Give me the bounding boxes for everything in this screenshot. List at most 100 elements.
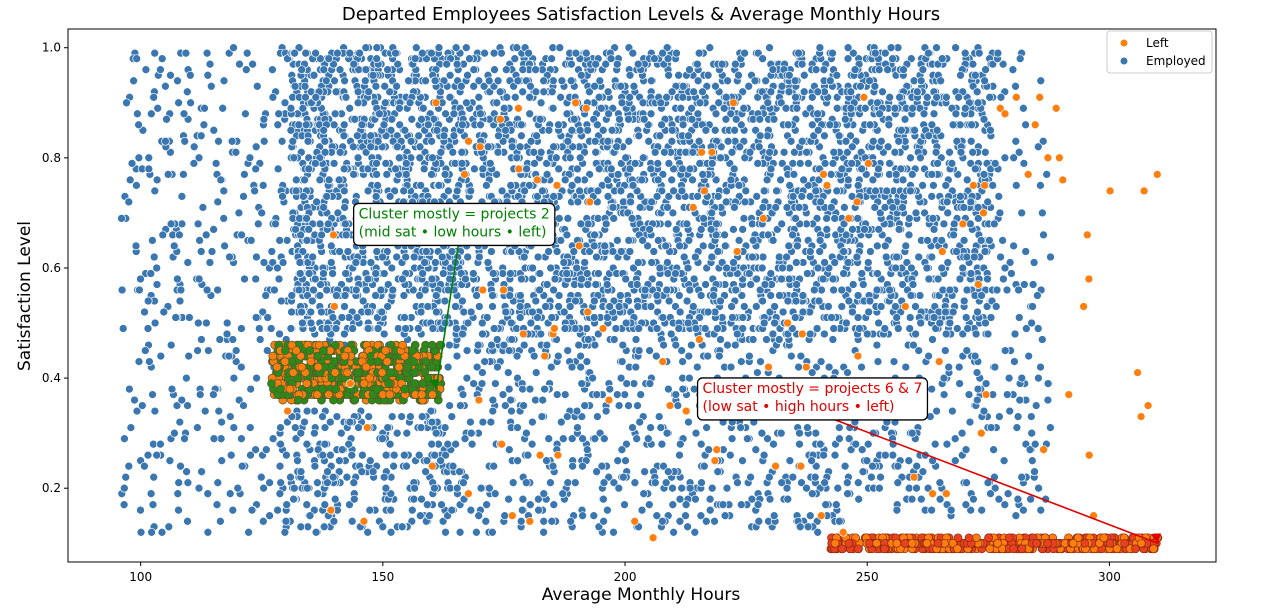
employed-point [960,103,970,113]
employed-point [548,103,558,113]
employed-point [613,456,623,466]
employed-point [182,467,191,477]
employed-point [609,478,619,488]
employed-point [624,236,634,245]
employed-point [152,175,162,185]
employed-point [261,291,271,300]
employed-point [394,153,404,163]
employed-point [517,505,527,515]
employed-point [148,236,157,245]
employed-point [892,505,902,515]
employed-point [582,357,592,366]
employed-point [170,428,179,438]
employed-point [508,478,518,488]
employed-point [286,472,295,482]
employed-point [828,48,837,58]
employed-point [834,516,844,526]
employed-point [499,103,509,113]
employed-point [979,406,989,416]
employed-point [683,522,692,532]
employed-point [711,109,721,119]
employed-point [621,153,631,163]
employed-point [525,500,535,510]
employed-point [833,483,843,493]
employed-point [918,181,927,190]
employed-point [554,120,563,130]
employed-point [205,59,215,69]
employed-point [334,175,344,185]
employed-point [145,357,154,366]
employed-point [693,59,702,69]
employed-point [386,505,396,515]
employed-point [678,164,687,174]
employed-point [380,81,390,91]
employed-point [604,109,613,119]
employed-point [542,170,552,179]
employed-point [643,434,653,444]
employed-point [503,368,513,377]
employed-point [813,527,823,537]
employed-point [247,505,257,515]
employed-point [972,87,982,97]
employed-point [225,489,235,499]
employed-point [899,65,908,75]
employed-point [883,142,893,152]
employed-point [707,208,717,218]
employed-point [415,511,425,521]
employed-point [748,236,758,245]
employed-point [488,527,497,537]
employed-point [681,500,691,510]
employed-point [472,291,481,300]
employed-point [802,483,811,493]
employed-point [134,357,144,366]
employed-point [575,186,584,196]
employed-point [225,412,235,421]
employed-point [651,351,661,361]
employed-point [567,434,577,444]
employed-point [427,439,437,449]
employed-point [804,159,813,168]
employed-point [874,225,884,234]
employed-point [703,70,713,80]
employed-point [867,472,876,482]
employed-point [583,280,593,289]
employed-point [551,153,561,163]
employed-point [148,390,157,399]
employed-point [246,236,256,245]
employed-point [376,285,386,295]
employed-point [293,456,302,466]
employed-point [843,54,853,64]
employed-point [320,423,330,432]
employed-point [590,81,599,91]
employed-point [451,302,460,311]
employed-point [759,450,769,460]
employed-point [163,170,173,179]
employed-point [554,164,564,174]
employed-point [916,153,925,163]
employed-point [256,472,266,482]
employed-point [544,247,553,256]
employed-point [296,522,306,532]
employed-point [889,357,899,366]
employed-point [983,274,992,284]
employed-point [141,65,151,75]
employed-point [477,379,487,388]
employed-point [739,103,749,113]
employed-point [865,296,875,306]
employed-point [888,450,898,460]
employed-point [251,274,261,284]
employed-point [229,373,239,383]
employed-point [518,65,528,75]
employed-point [766,269,776,278]
employed-point [754,142,764,152]
employed-point [368,467,378,477]
employed-point [990,362,1000,372]
employed-point [452,483,462,493]
employed-point [663,269,673,278]
employed-point [703,307,713,317]
employed-point [235,59,244,69]
employed-point [785,456,795,466]
employed-point [1030,467,1039,477]
employed-point [323,219,333,229]
employed-point [880,241,890,251]
